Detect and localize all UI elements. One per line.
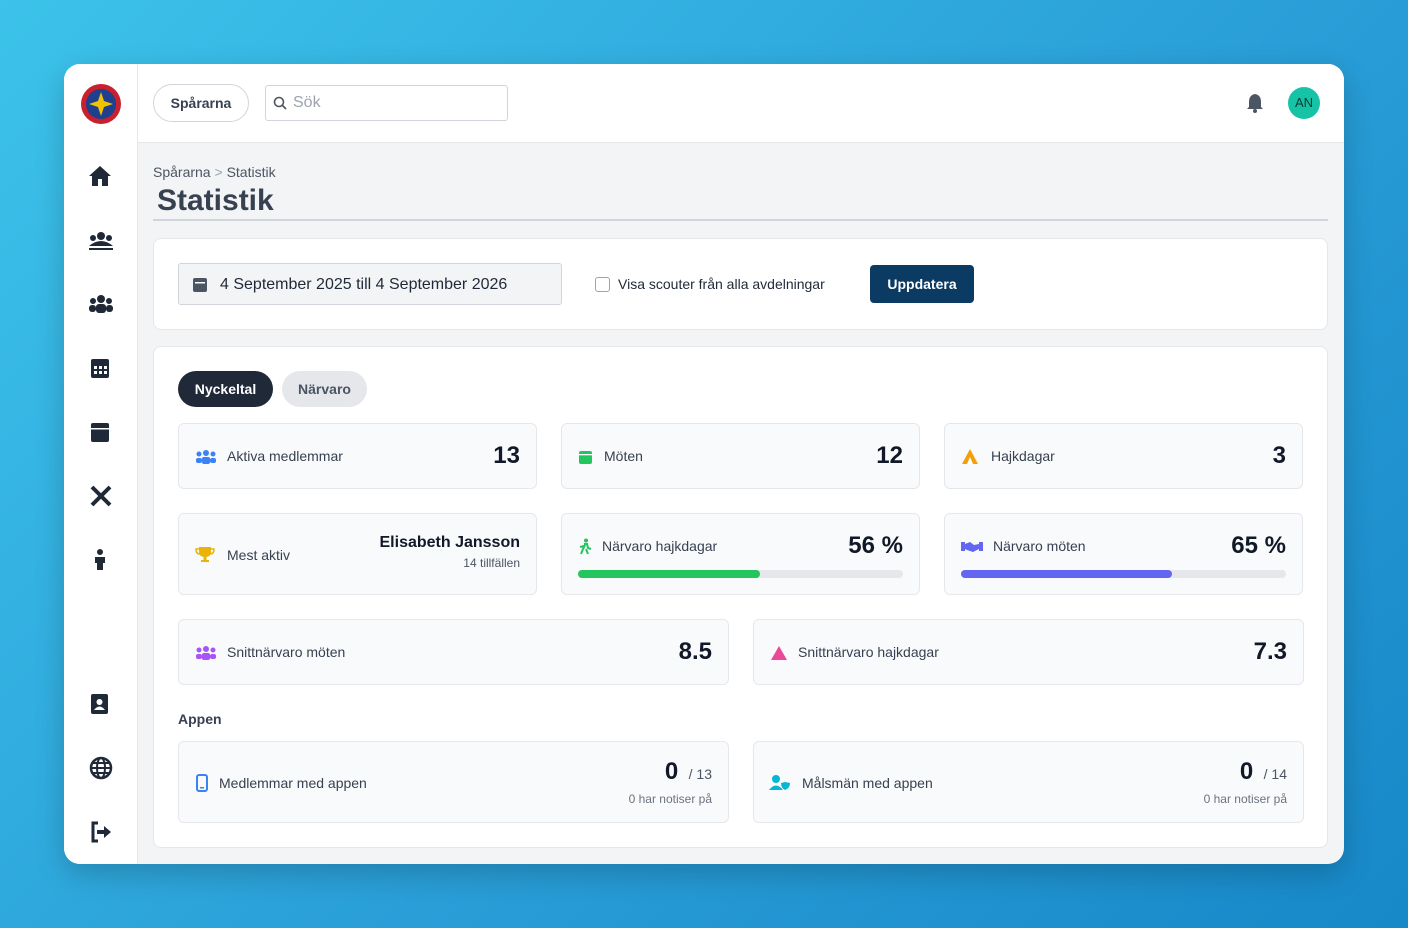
notifications-text: 0 har notiser på [1203,792,1287,806]
tab[interactable]: Närvaro [282,371,367,407]
progress-bar [578,570,760,578]
update-button[interactable]: Uppdatera [870,265,974,303]
stat-label: Hajkdagar [991,448,1055,464]
stat-value: 0 [664,758,679,785]
search-placeholder: Sök [293,94,321,111]
topbar: Spårarna Sök AN [138,64,1344,143]
stat-icon [196,646,216,660]
progress-bar [961,570,1173,578]
stat-value: 3 [1272,442,1286,469]
stat-value: 56 % [848,532,903,559]
nav-calendar[interactable] [90,356,112,380]
stat-icon [961,542,983,552]
stat-label: Möten [604,448,643,464]
breadcrumb: Spårarna > Statistik [153,164,276,180]
stat-total: / 13 [688,766,712,782]
stat-total: / 14 [1263,766,1287,782]
stat-icon [771,646,787,660]
stat-label: Närvaro hajkdagar [602,538,718,554]
stat-value: 7.3 [1253,638,1287,665]
stat-icon [195,547,215,562]
stat-card: Målsmän med appen 0 / 14 0 har notiser p… [753,741,1304,823]
sidebar [64,64,138,864]
stat-value: 65 % [1231,532,1286,559]
progress-track [578,570,903,578]
stat-label: Snittnärvaro möten [227,644,346,660]
stat-label: Aktiva medlemmar [227,448,343,464]
app-count: 0 / 13 [665,758,712,786]
nav-home[interactable] [88,164,112,188]
search-icon [273,96,287,110]
stat-icon [196,774,208,792]
nav-contacts[interactable] [90,692,112,716]
most-active-detail: 14 tillfällen [463,556,520,570]
notifications-text: 0 har notiser på [628,792,712,806]
nav-language[interactable] [89,756,113,780]
stat-card: Närvaro möten 65 % [944,513,1303,595]
section-title: Appen [178,711,222,727]
stat-value: 0 [1239,758,1254,785]
calendar-icon [193,278,207,292]
nav-groups[interactable] [88,228,114,252]
app-count: 0 / 14 [1240,758,1287,786]
stat-card: Hajkdagar 3 [944,423,1303,489]
stat-value: 13 [493,442,520,469]
stat-icon [962,449,978,464]
stat-value: 12 [876,442,903,469]
stat-card: Medlemmar med appen 0 / 13 0 har notiser… [178,741,729,823]
stats-card: Nyckeltal Närvaro Aktiva medlemmar 13 Mö… [153,346,1328,848]
filter-card: 4 September 2025 till 4 September 2026 V… [153,238,1328,330]
stat-label: Målsmän med appen [802,775,933,791]
date-range-text: 4 September 2025 till 4 September 2026 [220,276,508,293]
nav-logout[interactable] [89,820,113,844]
stat-icon [579,538,592,555]
notifications-bell[interactable] [1245,92,1265,114]
search-input[interactable]: Sök [265,85,508,121]
stat-icon [196,450,216,464]
checkbox[interactable] [595,277,610,292]
stat-label: Snittnärvaro hajkdagar [798,644,939,660]
logo[interactable] [80,83,122,125]
stat-card: Aktiva medlemmar 13 [178,423,537,489]
date-range-input[interactable]: 4 September 2025 till 4 September 2026 [178,263,562,305]
breadcrumb-item: Statistik [226,164,276,180]
nav-events[interactable] [90,420,112,444]
page-title: Statistik [157,184,274,217]
stat-label: Medlemmar med appen [219,775,367,791]
org-button[interactable]: Spårarna [153,84,249,122]
checkbox-label[interactable]: Visa scouter från alla avdelningar [618,276,825,292]
stat-label: Mest aktiv [227,547,291,563]
stat-label: Närvaro möten [993,538,1086,554]
breadcrumb-item[interactable]: Spårarna [153,164,211,180]
nav-person[interactable] [92,548,110,572]
nav-members[interactable] [88,292,114,316]
stat-card: Mest aktiv Elisabeth Jansson 14 tillfäll… [178,513,537,595]
stat-value: 8.5 [678,638,712,665]
stat-card: Möten 12 [561,423,920,489]
stat-card: Snittnärvaro hajkdagar 7.3 [753,619,1304,685]
most-active-name: Elisabeth Jansson [379,534,521,551]
stat-icon [769,775,790,790]
title-divider [153,219,1328,221]
stat-card: Snittnärvaro möten 8.5 [178,619,729,685]
progress-track [961,570,1286,578]
stat-icon [579,451,592,464]
avatar[interactable]: AN [1288,87,1320,119]
nav-tools[interactable] [89,484,113,508]
tab-active[interactable]: Nyckeltal [178,371,273,407]
app-window: Spårarna Sök AN Spårarna > Statistik Sta… [64,64,1344,864]
stat-card: Närvaro hajkdagar 56 % [561,513,920,595]
